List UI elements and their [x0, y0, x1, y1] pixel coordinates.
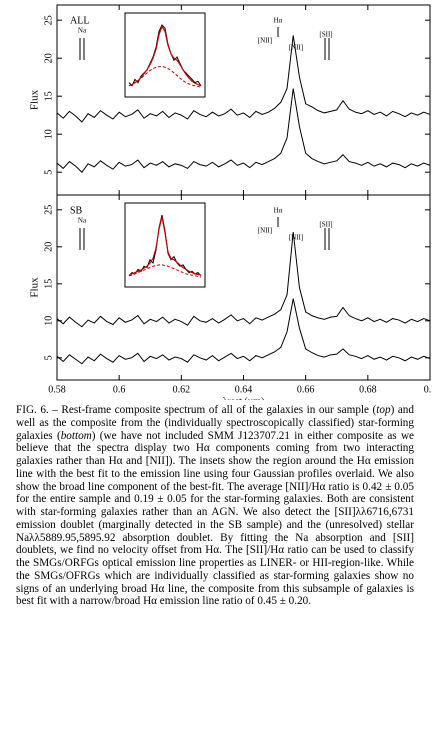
spectrum-line: [56, 231, 431, 328]
inset-frame: [124, 12, 206, 98]
line-annotation: [NII]: [289, 234, 303, 242]
y-tick-label: 20: [43, 53, 54, 63]
y-tick-label: 10: [43, 129, 54, 139]
figure: 510152025FluxALLNaHα[NII][NII][SII]51015…: [29, 4, 432, 400]
caption-segment: top: [376, 404, 391, 416]
inset-data: [128, 24, 202, 87]
x-axis-label: λrest (µm): [223, 396, 265, 400]
y-axis-label: Flux: [29, 277, 41, 298]
line-annotation: [NII]: [258, 227, 272, 235]
inset-fit: [128, 24, 202, 87]
spectrum-line: [56, 88, 431, 173]
plot-frame: [56, 194, 431, 381]
line-annotation: [SII]: [319, 31, 332, 39]
x-tick-label: 0.68: [359, 384, 377, 395]
panel-label: SB: [70, 205, 83, 216]
spectrum-line: [56, 35, 431, 123]
x-tick-label: 0.6: [113, 384, 126, 395]
y-tick-label: 25: [43, 205, 54, 215]
y-tick-label: 15: [43, 279, 54, 289]
line-annotation: Hα: [274, 17, 283, 25]
caption: FIG. 6. – Rest-frame composite spectrum …: [16, 404, 414, 608]
line-annotation: [SII]: [319, 221, 332, 229]
y-tick-label: 10: [43, 316, 54, 326]
x-tick-label: 0.64: [235, 384, 253, 395]
x-tick-label: 0.62: [173, 384, 191, 395]
line-annotation: Na: [78, 27, 87, 35]
inset-broad: [128, 66, 202, 88]
y-tick-label: 20: [43, 242, 54, 252]
caption-segment: ) (we have not included SMM J123707.21 i…: [16, 429, 414, 608]
inset-frame: [124, 202, 206, 288]
inset-broad: [128, 264, 202, 278]
line-annotation: [NII]: [258, 37, 272, 45]
x-tick-label: 0.7: [424, 384, 432, 395]
line-annotation: [NII]: [289, 44, 303, 52]
y-axis-label: Flux: [29, 89, 41, 110]
caption-segment: bottom: [60, 429, 92, 442]
caption-segment: FIG. 6. – Rest-frame composite spectrum …: [16, 404, 377, 416]
y-tick-label: 15: [43, 91, 54, 101]
line-annotation: Hα: [274, 207, 283, 215]
inset-fit: [128, 216, 202, 276]
panel-label: ALL: [70, 15, 89, 26]
spectrum-line: [56, 298, 431, 365]
y-tick-label: 25: [43, 15, 54, 25]
caption-segment: ) and well as the composite from the (in…: [16, 404, 414, 442]
x-tick-label: 0.66: [297, 384, 315, 395]
line-annotation: Na: [78, 217, 87, 225]
x-tick-label: 0.58: [48, 384, 66, 395]
y-tick-label: 5: [43, 355, 54, 360]
y-tick-label: 5: [43, 170, 54, 175]
